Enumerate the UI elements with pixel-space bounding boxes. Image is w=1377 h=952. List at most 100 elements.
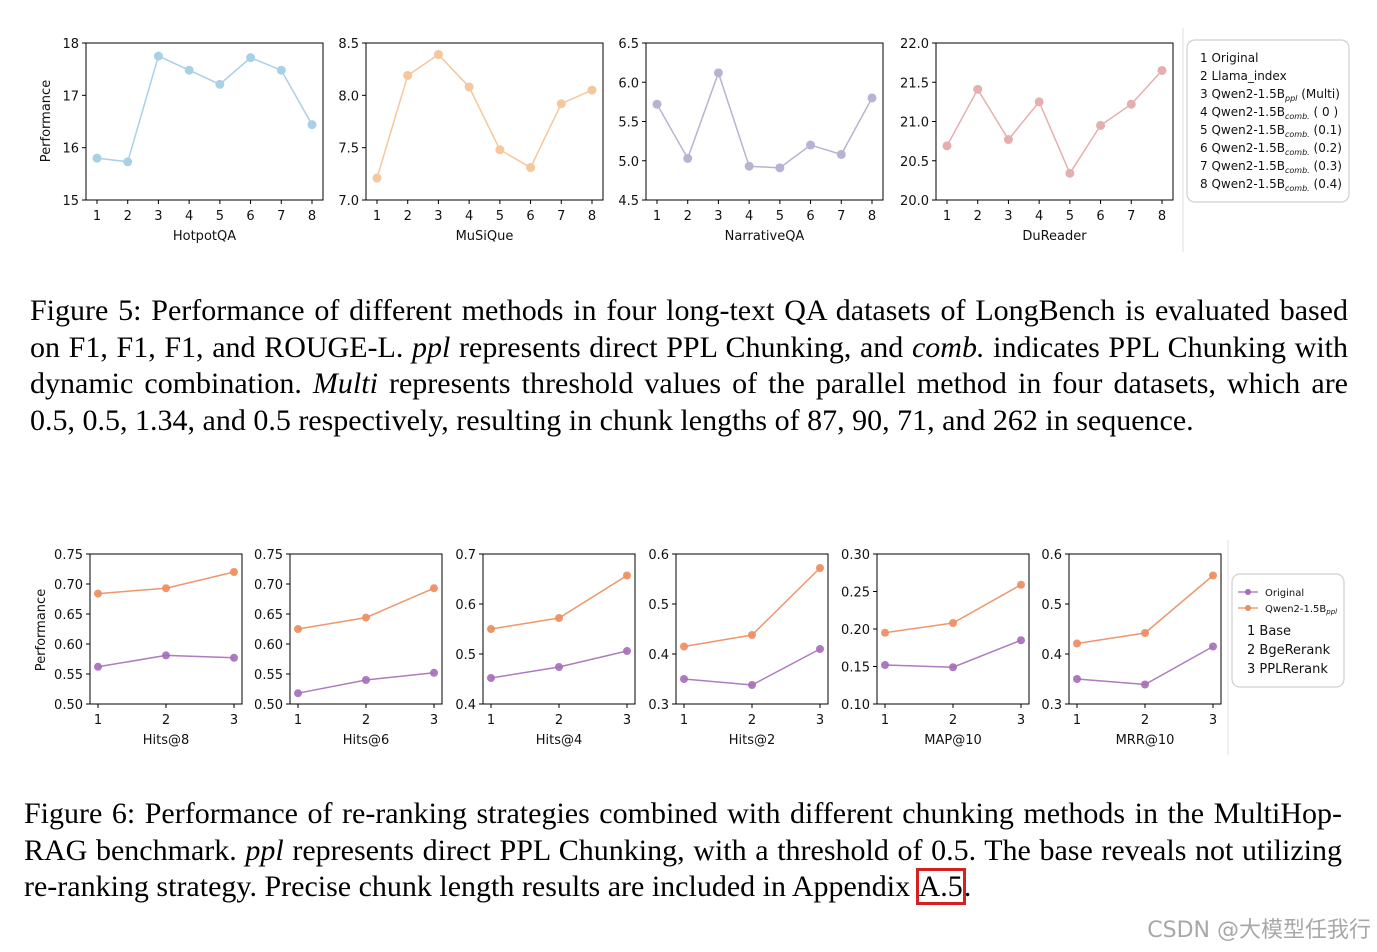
x-tick-label: 7 xyxy=(1127,209,1135,224)
data-point xyxy=(1017,580,1025,589)
data-point xyxy=(1073,639,1081,648)
x-tick-label: 2 xyxy=(684,209,692,224)
data-point xyxy=(744,161,754,171)
x-tick-label: 6 xyxy=(526,209,534,224)
data-point xyxy=(487,674,495,682)
legend-entry-suffix: (Multi) xyxy=(1297,87,1340,101)
x-tick-label: 2 xyxy=(748,713,756,728)
y-tick-label: 0.6 xyxy=(455,598,476,613)
series-line xyxy=(1076,645,1214,686)
data-point xyxy=(623,647,631,655)
x-tick-label: 2 xyxy=(362,713,370,728)
y-tick-label: 6.5 xyxy=(618,37,639,52)
figure-6-chart: Performance 0.50 0.55 0.60 0.65 0.70 0.75 1 2 3 H… xyxy=(34,540,1345,755)
watermark-text: CSDN @大模型任我行 xyxy=(1147,918,1371,943)
appendix-link[interactable]: A.5 xyxy=(915,868,966,905)
data-point xyxy=(949,619,957,627)
x-tick-label: 2 xyxy=(949,713,957,728)
data-point xyxy=(362,613,370,622)
y-tick-label: 0.60 xyxy=(254,638,283,653)
x-tick-label: 1 xyxy=(93,209,101,224)
legend-entry: 3 Qwen2-1.5Bppl (Multi) xyxy=(1200,87,1340,103)
data-point xyxy=(230,568,238,576)
series-line xyxy=(946,69,1163,175)
legend-series-label: Qwen2-1.5Bppl xyxy=(1265,604,1337,616)
legend-entry-label: 5 Qwen2-1.5B xyxy=(1200,123,1285,137)
legend-entry: 7 Qwen2-1.5Bcomb. (0.3) xyxy=(1200,159,1342,175)
x-tick-label: 7 xyxy=(277,209,285,224)
legend-entry: 1 Original xyxy=(1200,51,1258,65)
series-line xyxy=(683,648,821,686)
data-point xyxy=(1003,135,1013,145)
y-tick-label: 17 xyxy=(62,89,79,104)
data-point xyxy=(294,625,302,633)
x-axis-label: Hits@4 xyxy=(536,733,583,748)
figure-5-caption: Figure 5: Performance of different metho… xyxy=(30,294,1348,437)
y-tick-label: 0.65 xyxy=(54,608,83,623)
chart-panel-hits-6: 0.50 0.55 0.60 0.65 0.70 0.75 1 2 3 Hits@6 xyxy=(254,548,443,748)
legend-entry: 4 Qwen2-1.5Bcomb. ( 0 ) xyxy=(1200,105,1338,121)
legend-entry-label: 7 Qwen2-1.5B xyxy=(1200,159,1285,173)
legend-entry-label: 6 Qwen2-1.5B xyxy=(1200,141,1285,155)
y-tick-label: 0.7 xyxy=(455,548,476,563)
data-point xyxy=(816,564,824,572)
data-point xyxy=(1157,65,1167,75)
x-tick-label: 3 xyxy=(230,713,238,728)
data-point xyxy=(867,93,877,103)
y-tick-label: 0.30 xyxy=(841,548,870,563)
data-point xyxy=(372,173,382,183)
data-point xyxy=(276,65,286,75)
x-tick-label: 1 xyxy=(294,713,302,728)
x-axis-label: MAP@10 xyxy=(924,733,982,748)
y-tick-label: 0.4 xyxy=(648,648,669,663)
x-tick-label: 8 xyxy=(588,209,596,224)
data-point xyxy=(215,79,225,89)
legend-entry-suffix: (0.4) xyxy=(1310,177,1342,191)
chart-panel-hits-4: 0.4 0.5 0.6 0.7 1 2 3 Hits@4 xyxy=(455,548,636,748)
legend-item: 2 BgeRerank xyxy=(1247,643,1331,658)
y-tick-label: 0.60 xyxy=(54,638,83,653)
x-tick-label: 2 xyxy=(404,209,412,224)
y-tick-label: 0.5 xyxy=(648,598,669,613)
data-point xyxy=(153,51,163,61)
data-point xyxy=(362,676,370,684)
legend-entry-suffix: (0.3) xyxy=(1310,159,1342,173)
legend-entry: 5 Qwen2-1.5Bcomb. (0.1) xyxy=(1200,123,1342,139)
y-tick-label: 20.0 xyxy=(900,194,929,209)
legend-entry: 6 Qwen2-1.5Bcomb. (0.2) xyxy=(1200,141,1342,157)
x-tick-label: 2 xyxy=(1141,713,1149,728)
data-point xyxy=(1209,571,1217,580)
x-tick-label: 4 xyxy=(1035,209,1043,224)
plot-frame xyxy=(89,553,243,705)
data-point xyxy=(430,584,438,593)
x-tick-label: 5 xyxy=(1066,209,1074,224)
legend-marker xyxy=(1245,589,1251,595)
chart-panel-mrr-10: 0.3 0.4 0.5 0.6 1 2 3 MRR@10 xyxy=(1041,548,1222,748)
y-tick-label: 8.0 xyxy=(338,89,359,104)
data-point xyxy=(1141,629,1149,637)
data-point xyxy=(652,99,662,109)
data-point xyxy=(246,53,256,63)
figure-5-legend-box xyxy=(1186,39,1350,203)
data-point xyxy=(555,663,563,671)
data-point xyxy=(680,642,688,651)
data-point xyxy=(949,663,957,672)
y-tick-label: 0.5 xyxy=(455,648,476,663)
y-tick-label: 0.50 xyxy=(254,698,283,713)
legend-entry-label: 2 Llama_index xyxy=(1200,69,1287,83)
y-tick-label: 4.5 xyxy=(618,194,639,209)
x-tick-label: 2 xyxy=(124,209,132,224)
x-axis-label: Hits@6 xyxy=(343,733,390,748)
data-point xyxy=(881,628,889,637)
y-tick-label: 0.5 xyxy=(1041,598,1062,613)
x-tick-label: 1 xyxy=(680,713,688,728)
figure-5-ylabel: Performance xyxy=(39,80,54,162)
data-point xyxy=(836,149,846,159)
y-tick-label: 15 xyxy=(62,194,79,209)
data-point xyxy=(555,614,563,622)
x-tick-label: 1 xyxy=(94,713,102,728)
figure-6-ylabel: Performance xyxy=(34,589,49,671)
data-point xyxy=(1034,97,1044,107)
data-point xyxy=(1141,680,1149,689)
